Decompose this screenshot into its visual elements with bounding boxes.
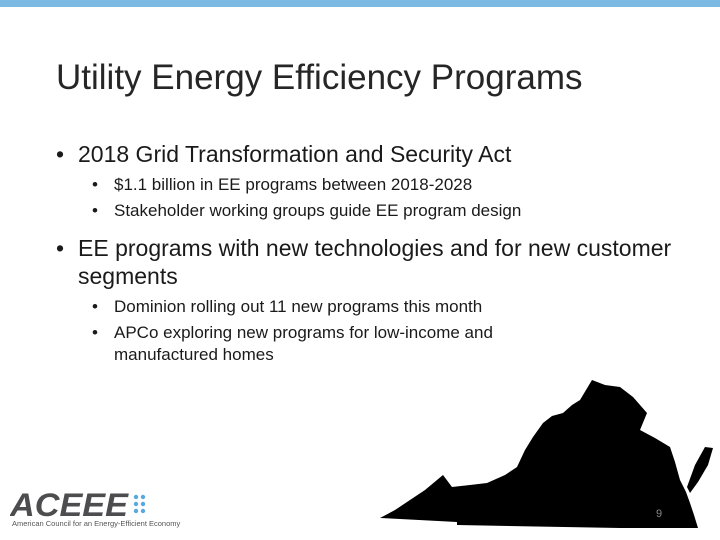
sub-bullet: APCo exploring new programs for low-inco…: [56, 322, 564, 366]
sub-bullet: Stakeholder working groups guide EE prog…: [56, 200, 676, 222]
sub-bullet: Dominion rolling out 11 new programs thi…: [56, 296, 676, 318]
bullet: 2018 Grid Transformation and Security Ac…: [56, 140, 676, 168]
bullet-list: 2018 Grid Transformation and Security Ac…: [56, 140, 676, 370]
svg-text:ACEEE: ACEEE: [10, 490, 130, 520]
sub-bullet: $1.1 billion in EE programs between 2018…: [56, 174, 676, 196]
aceee-logo: ACEEE: [10, 490, 146, 520]
page-number: 9: [656, 508, 663, 520]
top-accent-bar: [0, 0, 720, 7]
logo-tagline: American Council for an Energy-Efficient…: [12, 519, 181, 528]
bullet: EE programs with new technologies and fo…: [56, 234, 676, 290]
slide-title: Utility Energy Efficiency Programs: [56, 58, 583, 97]
